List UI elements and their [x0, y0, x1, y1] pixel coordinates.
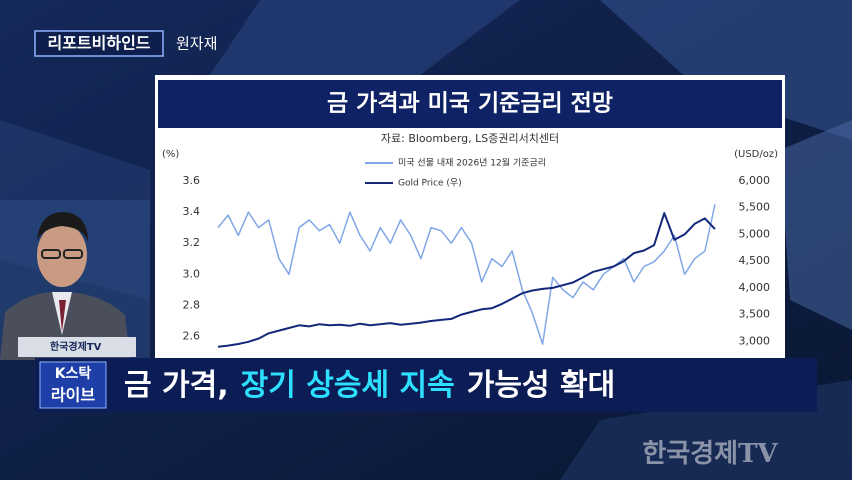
- y2-tick-label: 3,000: [739, 334, 771, 347]
- y2-tick-label: 3,500: [739, 308, 771, 321]
- headline-highlight: 장기 상승세 지속: [241, 368, 455, 403]
- program-badge: [34, 30, 164, 57]
- legend-label: 미국 선물 내재 2026년 12월 기준금리: [398, 157, 546, 169]
- y2-axis-unit: (USD/oz): [734, 149, 778, 160]
- presenter: [0, 200, 150, 360]
- watermark: 한국경제TV: [642, 439, 778, 469]
- chart-source: 자료: Bloomberg, LS증권리서치센터: [381, 132, 559, 145]
- y-tick-label: 3.0: [183, 267, 201, 280]
- headline-bar: [35, 358, 817, 412]
- y-tick-label: 2.6: [183, 329, 201, 342]
- chart-title-bar: [158, 80, 782, 128]
- desk-screen: [18, 337, 136, 357]
- y2-tick-label: 4,000: [739, 281, 771, 294]
- y-tick-label: 3.2: [183, 236, 201, 249]
- program-name: 리포트비하인드: [47, 34, 150, 53]
- section-name: 원자재: [176, 35, 217, 53]
- desk-label: 한국경제TV: [50, 340, 102, 353]
- badge-top: K스탁: [55, 365, 92, 382]
- headline-part: 금 가격,: [124, 368, 229, 403]
- y2-tick-label: 6,000: [739, 174, 771, 187]
- badge-bottom: 라이브: [51, 386, 95, 405]
- y2-tick-label: 5,500: [739, 201, 771, 214]
- chart-title: 금 가격과 미국 기준금리 전망: [327, 91, 613, 117]
- y-axis-unit: (%): [162, 149, 179, 160]
- headline-part: 가능성 확대: [467, 368, 615, 403]
- series-line: [217, 204, 716, 345]
- live-badge: [39, 361, 107, 409]
- bg-shape: [600, 0, 852, 140]
- y2-tick-label: 5,000: [739, 227, 771, 240]
- y-tick-label: 3.6: [183, 174, 201, 187]
- y2-tick-label: 4,500: [739, 254, 771, 267]
- legend-label: Gold Price (우): [398, 178, 462, 189]
- y-tick-label: 3.4: [183, 205, 201, 218]
- plot: [217, 204, 716, 348]
- bg-shape: [780, 120, 852, 330]
- y-tick-label: 2.8: [183, 298, 201, 311]
- headline: 금 가격, 장기 상승세 지속 가능성 확대: [124, 368, 615, 403]
- series-line: [217, 212, 716, 348]
